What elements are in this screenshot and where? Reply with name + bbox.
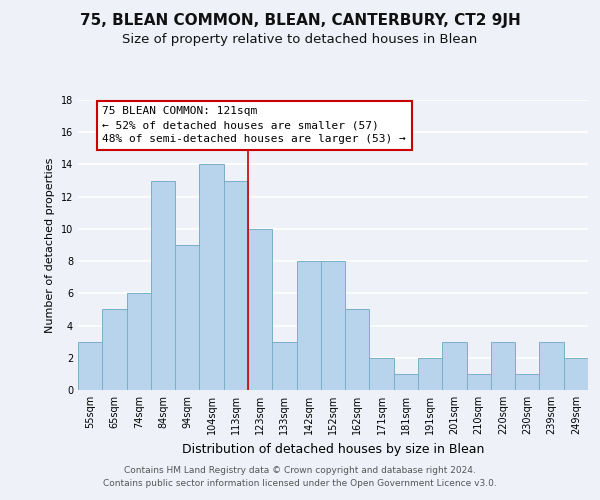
Bar <box>272 342 296 390</box>
Bar <box>127 294 151 390</box>
Bar <box>199 164 224 390</box>
Bar <box>564 358 588 390</box>
Bar <box>467 374 491 390</box>
Bar <box>539 342 564 390</box>
Bar <box>296 261 321 390</box>
Bar <box>78 342 102 390</box>
Bar <box>418 358 442 390</box>
Bar <box>394 374 418 390</box>
Bar <box>224 180 248 390</box>
Bar <box>175 245 199 390</box>
Bar <box>491 342 515 390</box>
Text: 75, BLEAN COMMON, BLEAN, CANTERBURY, CT2 9JH: 75, BLEAN COMMON, BLEAN, CANTERBURY, CT2… <box>80 12 520 28</box>
X-axis label: Distribution of detached houses by size in Blean: Distribution of detached houses by size … <box>182 442 484 456</box>
Text: 75 BLEAN COMMON: 121sqm
← 52% of detached houses are smaller (57)
48% of semi-de: 75 BLEAN COMMON: 121sqm ← 52% of detache… <box>102 106 406 144</box>
Bar <box>248 229 272 390</box>
Bar <box>345 310 370 390</box>
Bar <box>370 358 394 390</box>
Bar <box>321 261 345 390</box>
Text: Contains HM Land Registry data © Crown copyright and database right 2024.
Contai: Contains HM Land Registry data © Crown c… <box>103 466 497 487</box>
Text: Size of property relative to detached houses in Blean: Size of property relative to detached ho… <box>122 32 478 46</box>
Bar <box>515 374 539 390</box>
Y-axis label: Number of detached properties: Number of detached properties <box>45 158 55 332</box>
Bar <box>102 310 127 390</box>
Bar <box>151 180 175 390</box>
Bar <box>442 342 467 390</box>
